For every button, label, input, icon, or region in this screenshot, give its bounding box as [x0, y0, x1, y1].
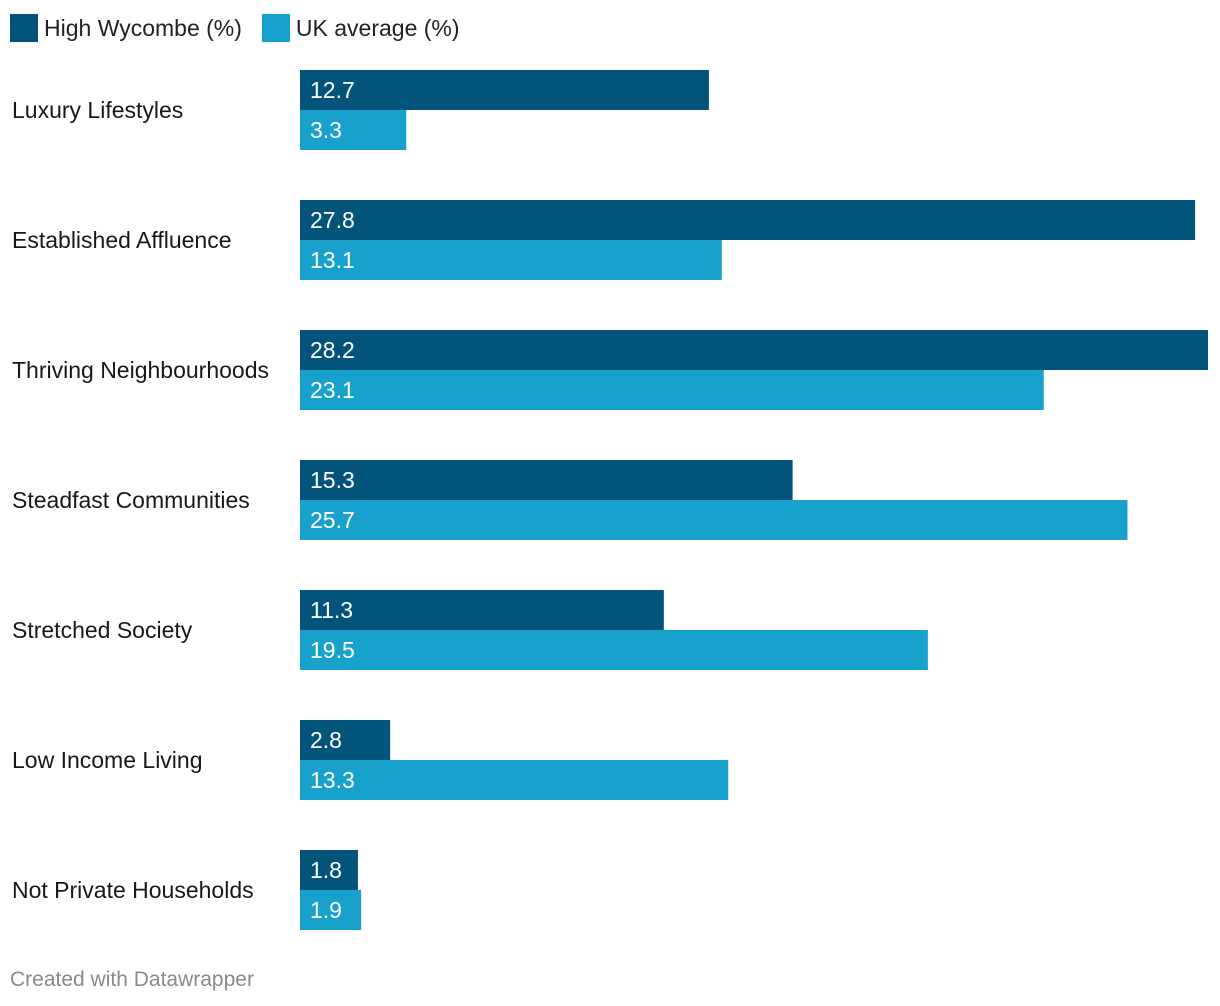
- bar-high-wycombe-stretched-society[interactable]: [300, 590, 664, 630]
- legend-label-uk-average: UK average (%): [295, 14, 460, 41]
- legend-item-high-wycombe[interactable]: High Wycombe (%): [10, 14, 242, 42]
- bar-uk-average-established-affluence[interactable]: [300, 240, 722, 280]
- category-label-stretched-society: Stretched Society: [12, 617, 193, 643]
- bar-high-wycombe-luxury-lifestyles[interactable]: [300, 70, 709, 110]
- bar-high-wycombe-steadfast-communities[interactable]: [300, 460, 793, 500]
- category-label-thriving-neighbourhoods: Thriving Neighbourhoods: [12, 357, 269, 383]
- data-label-high-wycombe-thriving-neighbourhoods: 28.2: [310, 337, 355, 363]
- data-label-high-wycombe-established-affluence: 27.8: [310, 207, 355, 233]
- footer-credit: Created with Datawrapper: [10, 968, 254, 991]
- bar-chart: Luxury Lifestyles 12.7 3.3 Established Affl…: [12, 70, 1208, 930]
- data-label-uk-average-stretched-society: 19.5: [310, 637, 355, 663]
- data-label-uk-average-thriving-neighbourhoods: 23.1: [310, 377, 355, 403]
- data-label-high-wycombe-luxury-lifestyles: 12.7: [310, 77, 355, 103]
- legend-label-high-wycombe: High Wycombe (%): [44, 14, 242, 41]
- legend-swatch-uk-average: [261, 14, 290, 42]
- bar-high-wycombe-not-private-households[interactable]: [300, 850, 358, 890]
- data-label-high-wycombe-stretched-society: 11.3: [310, 597, 353, 623]
- data-label-uk-average-low-income-living: 13.3: [310, 767, 355, 793]
- category-label-luxury-lifestyles: Luxury Lifestyles: [12, 97, 183, 123]
- bar-uk-average-not-private-households[interactable]: [300, 890, 362, 930]
- category-label-low-income-living: Low Income Living: [12, 747, 203, 773]
- bar-uk-average-luxury-lifestyles[interactable]: [300, 110, 407, 150]
- bar-high-wycombe-thriving-neighbourhoods[interactable]: [300, 330, 1208, 370]
- category-label-established-affluence: Established Affluence: [12, 227, 232, 253]
- category-label-not-private-households: Not Private Households: [12, 877, 254, 903]
- bar-high-wycombe-established-affluence[interactable]: [300, 200, 1196, 240]
- data-label-uk-average-steadfast-communities: 25.7: [310, 507, 355, 533]
- bar-high-wycombe-low-income-living[interactable]: [300, 720, 391, 760]
- data-label-uk-average-established-affluence: 13.1: [310, 247, 355, 273]
- bar-uk-average-thriving-neighbourhoods[interactable]: [300, 370, 1044, 410]
- data-label-high-wycombe-not-private-households: 1.8: [310, 857, 342, 883]
- bar-uk-average-steadfast-communities[interactable]: [300, 500, 1128, 540]
- category-label-steadfast-communities: Steadfast Communities: [12, 487, 250, 513]
- data-label-uk-average-luxury-lifestyles: 3.3: [310, 117, 342, 143]
- bar-uk-average-stretched-society[interactable]: [300, 630, 928, 670]
- legend-item-uk-average[interactable]: UK average (%): [261, 14, 460, 42]
- data-label-high-wycombe-steadfast-communities: 15.3: [310, 467, 355, 493]
- chart-legend: High Wycombe (%) UK average (%): [10, 14, 480, 42]
- data-label-uk-average-not-private-households: 1.9: [310, 897, 342, 923]
- legend-swatch-high-wycombe: [10, 14, 38, 42]
- data-label-high-wycombe-low-income-living: 2.8: [310, 727, 342, 753]
- bar-uk-average-low-income-living[interactable]: [300, 760, 729, 800]
